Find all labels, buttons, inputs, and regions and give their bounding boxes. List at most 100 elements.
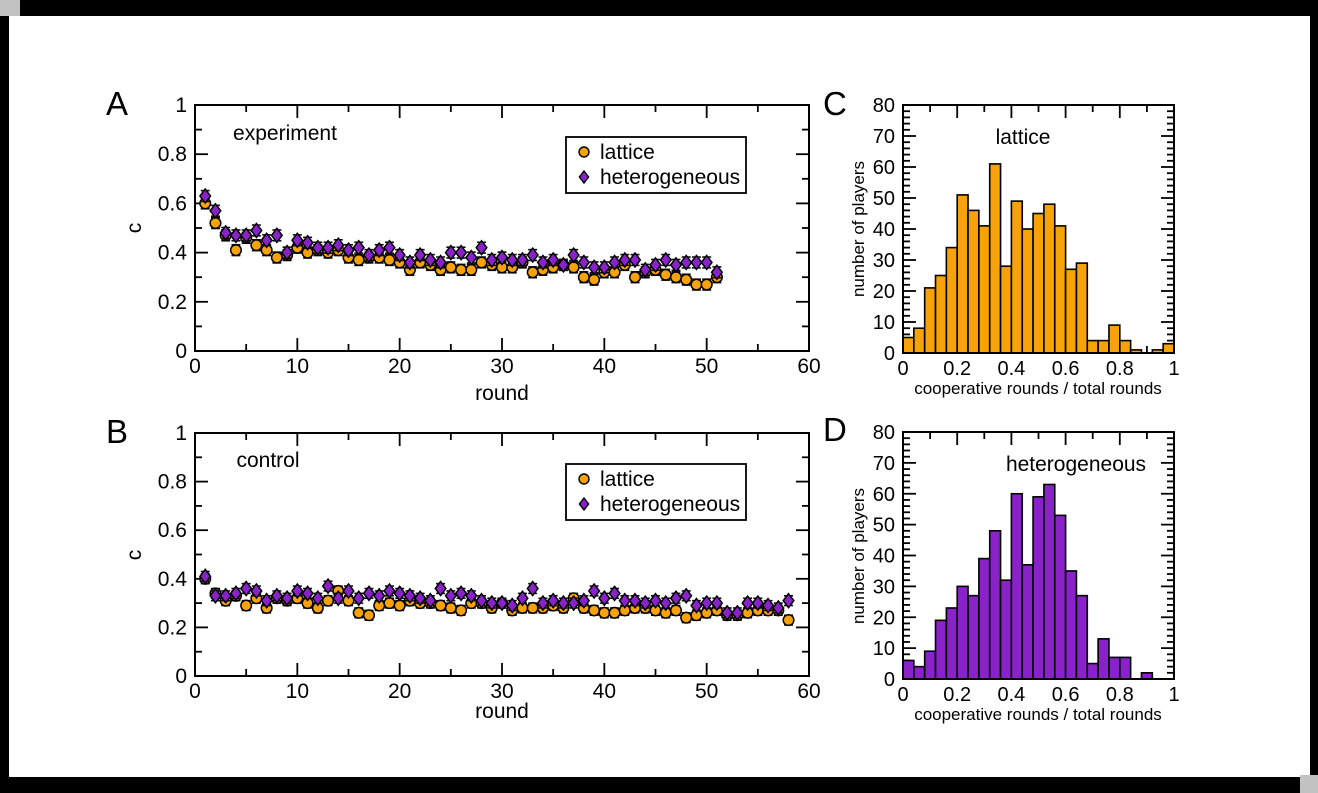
svg-text:0.8: 0.8 — [158, 471, 187, 494]
bar — [1021, 563, 1034, 680]
svg-text:0: 0 — [897, 684, 908, 706]
background-notch-bottom-right — [1300, 775, 1318, 793]
svg-text:1: 1 — [1168, 358, 1179, 380]
bar — [923, 287, 937, 354]
bar — [999, 579, 1013, 680]
svg-text:1: 1 — [175, 94, 187, 117]
bar — [913, 665, 926, 680]
svg-text:60: 60 — [873, 484, 895, 506]
svg-text:20: 20 — [388, 680, 411, 703]
bar — [1097, 339, 1110, 354]
bar — [1119, 656, 1132, 680]
x-axis-label-d: cooperative rounds / total rounds — [914, 705, 1162, 724]
svg-text:60: 60 — [797, 355, 820, 378]
svg-text:0.8: 0.8 — [1106, 684, 1134, 706]
svg-text:0.6: 0.6 — [1052, 684, 1080, 706]
histogram-bars-lattice — [902, 163, 1175, 354]
window-frame-top — [20, 0, 1318, 16]
panel-label-d: D — [823, 411, 847, 448]
bar — [1064, 268, 1078, 354]
svg-text:1: 1 — [175, 422, 187, 445]
svg-text:0.8: 0.8 — [158, 143, 187, 166]
svg-text:1: 1 — [1168, 684, 1179, 706]
bar — [1119, 339, 1132, 354]
svg-text:50: 50 — [695, 680, 718, 703]
svg-text:0.4: 0.4 — [158, 242, 188, 265]
bar — [1032, 212, 1045, 354]
bar — [1043, 203, 1056, 354]
svg-text:0.2: 0.2 — [158, 291, 187, 314]
bar — [967, 209, 980, 354]
svg-text:20: 20 — [873, 281, 895, 303]
panel-title-b: control — [236, 449, 299, 472]
panel-title-d: heterogeneous — [1006, 453, 1146, 476]
bar — [988, 529, 1002, 680]
svg-text:40: 40 — [873, 219, 895, 241]
bar — [1043, 483, 1056, 680]
panel-c: 0 0.2 0.4 0.6 0.8 101020304050607080latticeco… — [849, 95, 1180, 398]
svg-text:40: 40 — [593, 355, 616, 378]
svg-text:0.6: 0.6 — [1052, 358, 1080, 380]
svg-text:0: 0 — [189, 680, 201, 703]
axis-tick-labels-b: 0 10 20 30 40 50 60 0 0.2 0.4 0.6 0.8 1 — [158, 422, 821, 703]
svg-text:50: 50 — [695, 355, 718, 378]
panel-label-b: B — [106, 413, 129, 450]
bar — [1108, 324, 1121, 354]
svg-text:0: 0 — [175, 665, 187, 688]
svg-text:10: 10 — [286, 355, 309, 378]
svg-text:0.2: 0.2 — [943, 684, 971, 706]
svg-text:10: 10 — [286, 680, 309, 703]
svg-text:40: 40 — [873, 546, 895, 568]
bar — [902, 659, 915, 680]
bar — [945, 607, 958, 680]
legend-label-lattice: lattice — [600, 468, 655, 491]
svg-text:0.4: 0.4 — [997, 358, 1025, 380]
bar — [988, 163, 1002, 354]
svg-text:0.6: 0.6 — [158, 192, 187, 215]
background-notch-top-left — [0, 0, 20, 16]
svg-text:20: 20 — [388, 355, 411, 378]
y-axis-label-a: c — [123, 223, 146, 234]
svg-text:40: 40 — [593, 680, 616, 703]
series-heterogeneous-b — [198, 568, 795, 622]
svg-text:30: 30 — [873, 250, 895, 272]
bar — [902, 336, 915, 354]
bar — [1010, 200, 1024, 354]
svg-text:10: 10 — [873, 638, 895, 660]
svg-text:0: 0 — [175, 340, 187, 363]
svg-text:0.4: 0.4 — [158, 568, 188, 591]
bar — [1053, 514, 1067, 680]
bar — [934, 274, 948, 354]
y-axis-label-d: number of players — [849, 488, 868, 624]
panel-title-c: lattice — [996, 126, 1051, 149]
svg-text:70: 70 — [873, 126, 895, 148]
bar — [956, 194, 969, 354]
bar — [956, 585, 969, 680]
bar — [1162, 342, 1175, 354]
svg-text:0.4: 0.4 — [997, 684, 1025, 706]
legend-label-heterogeneous: heterogeneous — [600, 166, 740, 189]
bar — [1075, 262, 1089, 354]
panel-label-a: A — [106, 85, 129, 122]
bar — [978, 225, 991, 354]
bar — [1075, 594, 1089, 680]
svg-text:80: 80 — [873, 422, 895, 444]
svg-text:0: 0 — [189, 355, 201, 378]
y-axis-label-b: c — [123, 550, 146, 561]
axis-tick-labels-a: 0 10 20 30 40 50 60 0 0.2 0.4 0.6 0.8 1 — [158, 94, 821, 378]
svg-text:0.2: 0.2 — [943, 358, 971, 380]
y-axis-label-c: number of players — [849, 161, 868, 297]
window-frame-right — [1310, 16, 1318, 775]
svg-text:20: 20 — [873, 607, 895, 629]
bar — [913, 327, 926, 354]
x-axis-label-b: round — [475, 700, 529, 723]
x-axis-label-c: cooperative rounds / total rounds — [914, 379, 1162, 398]
axis-ticks-d — [902, 431, 1175, 680]
bar — [1053, 225, 1067, 354]
histogram-bars-heterogeneous — [902, 483, 1154, 680]
bar — [978, 557, 991, 680]
plot-frame-a — [194, 104, 810, 352]
